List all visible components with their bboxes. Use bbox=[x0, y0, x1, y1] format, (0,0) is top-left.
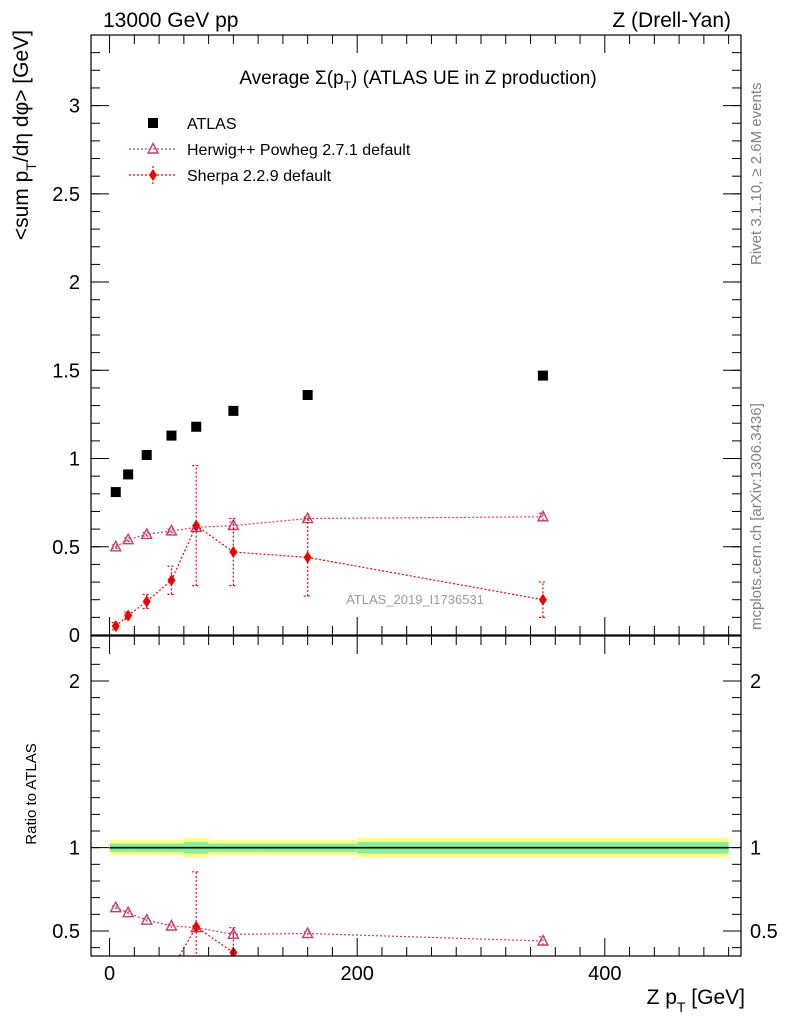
data-point bbox=[167, 574, 176, 587]
data-point bbox=[228, 405, 239, 416]
data-point bbox=[538, 593, 547, 606]
data-point bbox=[123, 469, 134, 480]
data-point bbox=[111, 620, 120, 633]
data-point bbox=[166, 430, 177, 441]
legend-label: Sherpa 2.2.9 default bbox=[187, 168, 332, 185]
series-line bbox=[115, 516, 543, 548]
y-tick-label: 2.5 bbox=[52, 184, 80, 206]
ratio-point bbox=[192, 920, 201, 933]
ratio-point bbox=[167, 963, 175, 975]
y-axis-label-top: <sum pT/dη dφ> [GeV] bbox=[10, 30, 39, 240]
x-tick-label: 200 bbox=[341, 963, 374, 985]
data-point bbox=[110, 487, 121, 498]
data-point bbox=[537, 370, 548, 381]
ratio-point bbox=[140, 913, 153, 925]
x-tick-label: 400 bbox=[588, 963, 621, 985]
legend-marker bbox=[146, 141, 160, 154]
x-tick-label: 0 bbox=[104, 963, 115, 985]
data-point bbox=[301, 511, 314, 524]
series-2 bbox=[111, 464, 547, 633]
y-tick-label: 2 bbox=[69, 272, 80, 294]
legend-label: ATLAS bbox=[187, 116, 237, 133]
y-tick-label: 1 bbox=[69, 449, 80, 471]
ratio-y-tick-label-right: 1 bbox=[750, 838, 761, 860]
y-tick-label: 1.5 bbox=[52, 360, 80, 382]
top-panel: 0 0.5 1 1.5 2 2.5 3 bbox=[52, 34, 742, 647]
bottom-data bbox=[109, 837, 729, 975]
bottom-frame bbox=[90, 635, 742, 957]
ratio-panel: 0.5 0.5 1 1 2 2 0 200 400 bbox=[52, 635, 778, 985]
data-point bbox=[229, 546, 238, 559]
y-axis-label-bottom: Ratio to ATLAS bbox=[23, 743, 40, 844]
series-0 bbox=[110, 370, 548, 498]
legend-entry: ATLAS bbox=[148, 116, 237, 133]
ratio-point bbox=[536, 933, 550, 946]
watermark: ATLAS_2019_I1736531 bbox=[346, 592, 484, 607]
main-title: Average Σ(pT) (ATLAS UE in Z production) bbox=[239, 68, 596, 93]
data-point bbox=[165, 523, 178, 536]
data-point bbox=[142, 595, 151, 608]
legend-marker bbox=[149, 169, 157, 181]
ratio-y-tick-label: 0.5 bbox=[52, 921, 80, 943]
ratio-y-tick-label: 2 bbox=[69, 671, 80, 693]
ratio-y-tick-label: 1 bbox=[69, 838, 80, 860]
legend: ATLAS Herwig++ Powheg 2.7.1 default Sherpa… bbox=[129, 116, 411, 185]
y-tick-label: 0 bbox=[69, 625, 80, 647]
y-tick-label: 3 bbox=[69, 96, 80, 118]
data-point bbox=[109, 539, 122, 552]
data-point bbox=[121, 532, 135, 545]
header-left: 13000 GeV pp bbox=[103, 9, 238, 32]
series-1 bbox=[109, 509, 550, 552]
data-point bbox=[192, 519, 201, 532]
data-point bbox=[191, 421, 202, 432]
data-point bbox=[141, 450, 152, 460]
ratio-y-tick-label-right: 2 bbox=[750, 671, 761, 693]
ratio-series-0 bbox=[109, 900, 550, 946]
series-line bbox=[115, 907, 543, 942]
mcplots-side-label: mcplots.cern.ch [arXiv:1306.3436] bbox=[748, 403, 765, 630]
y-tick-label: 0.5 bbox=[52, 537, 80, 559]
legend-entry: Sherpa 2.2.9 default bbox=[129, 166, 332, 185]
data-point bbox=[536, 509, 550, 522]
rivet-side-label: Rivet 3.1.10, ≥ 2.6M events bbox=[748, 83, 765, 266]
data-point bbox=[303, 551, 312, 564]
ratio-point bbox=[165, 918, 178, 931]
data-point bbox=[302, 390, 313, 400]
data-point bbox=[140, 527, 153, 540]
data-point bbox=[124, 609, 133, 622]
legend-entry: Herwig++ Powheg 2.7.1 default bbox=[129, 141, 411, 159]
legend-marker bbox=[148, 118, 158, 128]
ratio-y-tick-label-right: 0.5 bbox=[750, 921, 778, 943]
ratio-point bbox=[121, 905, 135, 918]
x-axis-label: Z pT [GeV] bbox=[647, 986, 745, 1015]
legend-label: Herwig++ Powheg 2.7.1 default bbox=[187, 142, 411, 159]
top-data bbox=[109, 370, 550, 633]
series-line bbox=[115, 524, 544, 627]
ratio-point bbox=[109, 900, 122, 913]
ratio-point bbox=[227, 927, 240, 940]
ratio-point bbox=[301, 926, 314, 939]
header-right: Z (Drell-Yan) bbox=[612, 9, 731, 32]
